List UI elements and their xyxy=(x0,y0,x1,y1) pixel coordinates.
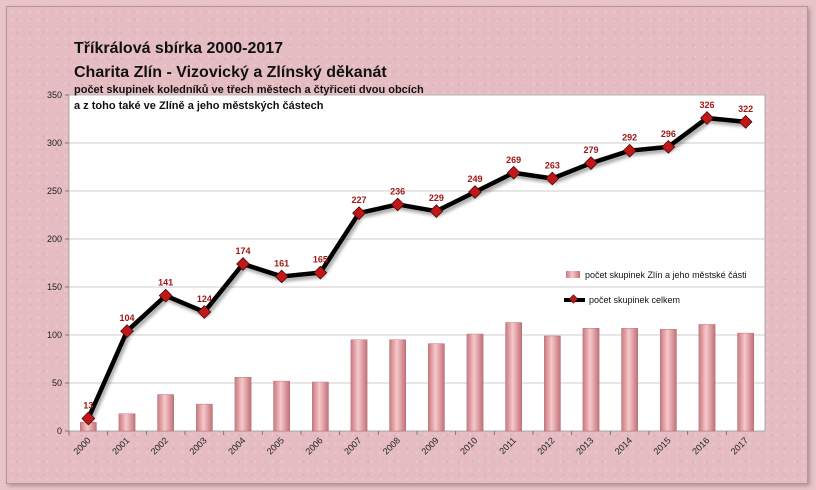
data-label: 165 xyxy=(313,255,328,265)
legend-bar-label: počet skupinek Zlín a jeho městské části xyxy=(585,270,747,280)
x-tick-label: 2002 xyxy=(149,435,170,456)
description-line-2: a z toho také ve Zlíně a jeho městských … xyxy=(74,100,324,112)
bar xyxy=(698,324,716,432)
line-marker xyxy=(738,115,753,129)
legend-line-label: počet skupinek celkem xyxy=(589,295,680,305)
bar xyxy=(234,377,252,432)
y-tick-label: 200 xyxy=(47,234,62,244)
legend-bar-swatch xyxy=(566,271,580,278)
data-label: 249 xyxy=(467,174,482,184)
line-marker xyxy=(158,288,173,303)
line-marker xyxy=(390,197,405,212)
y-tick-label: 150 xyxy=(47,282,62,292)
description-line-1: počet skupinek koledníků ve třech městec… xyxy=(74,84,424,96)
x-tick-label: 2005 xyxy=(265,435,286,456)
y-tick-label: 300 xyxy=(47,138,62,148)
bar xyxy=(157,394,174,432)
gridlines xyxy=(69,94,765,384)
x-tick-label: 2008 xyxy=(381,435,402,456)
x-tick-label: 2006 xyxy=(304,435,325,456)
data-label: 236 xyxy=(390,186,405,196)
x-axis-ticks: 2000 2001 2002 2003 2004 2005 2006 2007 2008 2009… xyxy=(68,431,750,457)
bar xyxy=(350,339,368,432)
data-label: 141 xyxy=(158,278,173,288)
line-marker xyxy=(352,206,366,220)
bar-series xyxy=(80,322,754,432)
bar xyxy=(312,381,329,432)
line-marker xyxy=(197,305,212,319)
line-marker xyxy=(700,111,714,125)
line-marker xyxy=(584,156,598,171)
x-tick-label: 2010 xyxy=(458,435,479,456)
x-tick-label: 2012 xyxy=(536,435,557,456)
chart-frame: 0 50 100 150 200 250 300 350 13 104 141 124 174 161 1… xyxy=(6,6,808,484)
line-marker xyxy=(622,143,637,158)
bar xyxy=(389,339,406,432)
data-label: 104 xyxy=(119,313,134,323)
y-tick-label: 350 xyxy=(47,90,62,100)
data-label: 229 xyxy=(429,193,444,203)
bar xyxy=(544,335,561,432)
line-marker xyxy=(468,185,482,199)
data-label: 13 xyxy=(83,401,93,411)
line-marker xyxy=(506,165,521,180)
line-marker xyxy=(236,257,250,271)
x-tick-label: 2001 xyxy=(110,435,131,456)
bar xyxy=(582,328,600,432)
data-label: 322 xyxy=(738,104,753,114)
x-tick-label: 2011 xyxy=(497,435,518,456)
line-marker xyxy=(429,204,444,219)
x-tick-label: 2016 xyxy=(690,435,711,456)
data-label: 292 xyxy=(622,133,637,143)
legend: počet skupinek Zlín a jeho městské části… xyxy=(564,270,747,305)
bar xyxy=(196,403,213,432)
y-tick-label: 250 xyxy=(47,186,62,196)
bar xyxy=(428,343,445,432)
y-tick-label: 0 xyxy=(57,426,62,436)
bar xyxy=(737,332,754,432)
bar xyxy=(621,328,638,432)
chart-title: Tříkrálová sbírka 2000-2017 xyxy=(74,40,283,57)
data-label: 279 xyxy=(583,145,598,155)
x-tick-label: 2000 xyxy=(72,435,93,456)
data-labels: 13 104 141 124 174 161 165 227 236 229 249 269 263 27… xyxy=(83,100,753,410)
bar xyxy=(273,380,290,432)
y-axis-ticks: 0 50 100 150 200 250 300 350 xyxy=(47,90,69,436)
data-label: 161 xyxy=(274,258,289,268)
x-tick-label: 2009 xyxy=(420,435,441,456)
line-marker xyxy=(313,265,328,280)
total-line xyxy=(86,115,746,420)
x-tick-label: 2004 xyxy=(226,435,247,456)
line-marker xyxy=(661,139,676,154)
y-tick-label: 50 xyxy=(52,378,62,388)
line-markers xyxy=(81,111,753,426)
data-label: 174 xyxy=(235,246,250,256)
line-marker xyxy=(274,269,289,284)
line-marker xyxy=(81,411,96,426)
data-label: 263 xyxy=(545,161,560,171)
x-tick-label: 2014 xyxy=(613,435,634,456)
data-label: 269 xyxy=(506,155,521,165)
line-marker xyxy=(545,171,560,186)
bar xyxy=(505,322,522,432)
line-marker xyxy=(120,324,134,339)
bar xyxy=(660,329,677,432)
line-series xyxy=(86,115,746,420)
legend-line-marker xyxy=(568,294,579,304)
data-label: 227 xyxy=(351,195,366,205)
data-label: 124 xyxy=(197,294,212,304)
x-tick-label: 2015 xyxy=(652,435,673,456)
x-tick-label: 2003 xyxy=(188,435,209,456)
y-tick-label: 100 xyxy=(47,330,62,340)
data-label: 326 xyxy=(699,100,714,110)
data-label: 296 xyxy=(661,129,676,139)
bar xyxy=(466,333,484,432)
x-tick-label: 2007 xyxy=(342,435,363,456)
bar xyxy=(118,413,136,432)
x-tick-label: 2017 xyxy=(729,435,750,456)
x-tick-label: 2013 xyxy=(574,435,595,456)
chart-subtitle: Charita Zlín - Vizovický a Zlínský děkan… xyxy=(74,64,387,81)
